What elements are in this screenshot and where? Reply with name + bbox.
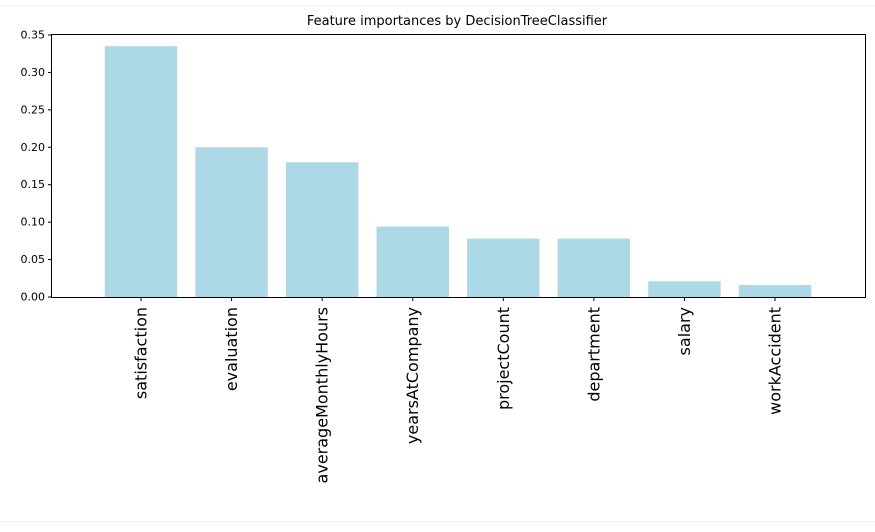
y-tick-label: 0.25 — [21, 103, 46, 116]
bars-layer — [104, 46, 812, 298]
bar-projectCount — [467, 238, 540, 297]
bar-satisfaction — [104, 46, 178, 298]
x-tick-label: department — [584, 307, 603, 402]
y-axis-ticks: 0.00 0.05 0.10 0.15 0.20 0.25 0.30 0.35 — [21, 29, 52, 304]
x-tick-label: salary — [675, 307, 694, 355]
top-divider — [0, 5, 875, 6]
x-tick-label: projectCount — [494, 307, 513, 410]
bottom-divider — [0, 521, 875, 522]
bar-workAccident — [738, 285, 812, 297]
x-tick-label: evaluation — [222, 307, 241, 391]
y-tick-label: 0.30 — [21, 66, 46, 79]
x-tick-label: satisfaction — [132, 307, 151, 399]
chart-title: Feature importances by DecisionTreeClass… — [307, 14, 608, 29]
y-tick-label: 0.05 — [21, 253, 46, 266]
x-tick-label: yearsAtCompany — [403, 307, 422, 444]
bar-department — [557, 238, 631, 297]
x-tick-label: workAccident — [766, 307, 785, 415]
y-tick-label: 0.15 — [21, 178, 46, 191]
y-tick-label: 0.00 — [21, 291, 46, 304]
plot-area-frame — [51, 34, 866, 298]
y-tick-label: 0.20 — [21, 141, 46, 154]
bar-averageMonthlyHours — [285, 162, 359, 297]
x-tick-label: averageMonthlyHours — [313, 307, 332, 483]
bar-yearsAtCompany — [376, 226, 449, 297]
bar-salary — [648, 281, 721, 297]
y-tick-label: 0.35 — [21, 29, 46, 42]
x-axis-ticks: satisfaction evaluation averageMonthlyHour… — [132, 297, 785, 483]
bar-evaluation — [195, 147, 268, 297]
y-tick-label: 0.10 — [21, 216, 46, 229]
